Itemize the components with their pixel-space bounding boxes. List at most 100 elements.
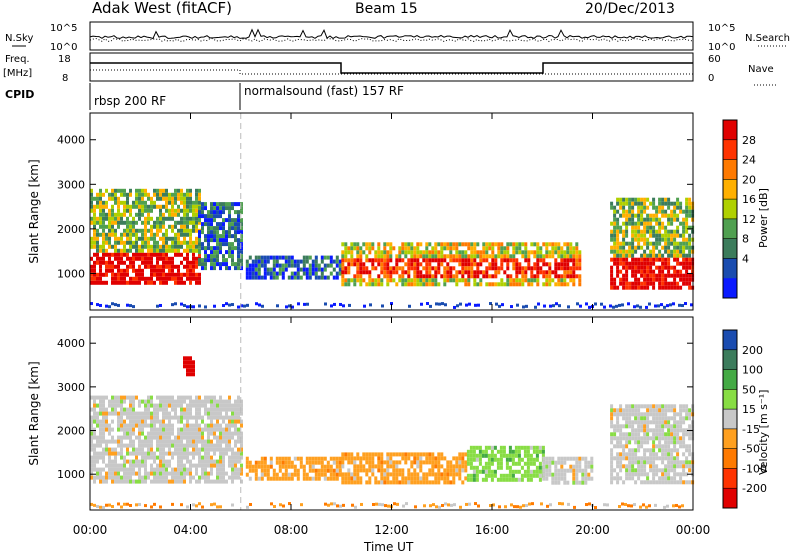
echo-cell (479, 254, 483, 259)
echo-cell (201, 258, 204, 263)
ground-scatter-cell (567, 502, 570, 506)
echo-cell (287, 460, 291, 465)
echo-cell (195, 395, 198, 400)
echo-cell (204, 222, 207, 227)
echo-cell (314, 259, 318, 264)
echo-cell (667, 472, 671, 477)
echo-cell (135, 276, 138, 281)
echo-cell (207, 399, 210, 404)
echo-cell (431, 278, 435, 283)
echo-cell (102, 244, 105, 249)
echo-cell (613, 456, 617, 461)
echo-cell (509, 274, 513, 279)
echo-cell (667, 245, 671, 250)
echo-cell (111, 196, 114, 201)
echo-cell (111, 439, 114, 444)
echo-cell (105, 252, 108, 257)
echo-cell (410, 254, 414, 259)
echo-cell (661, 416, 665, 421)
echo-cell (254, 476, 258, 481)
echo-cell (138, 463, 141, 468)
ground-scatter-cell (444, 303, 447, 307)
ground-scatter-cell (645, 505, 648, 509)
echo-cell (407, 278, 411, 283)
echo-cell (114, 192, 117, 197)
echo-cell (676, 412, 680, 417)
echo-cell (225, 242, 228, 247)
echo-cell (356, 468, 360, 473)
echo-cell (610, 416, 614, 421)
echo-cell (566, 254, 570, 259)
echo-cell (90, 256, 93, 261)
echo-cell (440, 464, 444, 469)
ground-scatter-cell (117, 303, 120, 307)
ground-scatter-cell (393, 502, 396, 506)
echo-cell (563, 266, 567, 271)
echo-cell (383, 476, 387, 481)
echo-cell (189, 204, 192, 209)
echo-cell (93, 407, 96, 412)
echo-cell (359, 278, 363, 283)
echo-cell (503, 270, 507, 275)
echo-cell (688, 412, 692, 417)
echo-cell (658, 221, 662, 226)
echo-cell (383, 254, 387, 259)
echo-cell (96, 192, 99, 197)
echo-cell (201, 419, 204, 424)
echo-cell (135, 196, 138, 201)
echo-cell (655, 213, 659, 218)
echo-cell (434, 254, 438, 259)
echo-cell (622, 241, 626, 246)
echo-cell (141, 232, 144, 237)
echo-cell (425, 242, 429, 247)
echo-cell (287, 255, 291, 260)
echo-cell (527, 282, 531, 287)
echo-cell (452, 480, 456, 485)
echo-cell (180, 463, 183, 468)
echo-cell (637, 225, 641, 230)
echo-cell (132, 240, 135, 245)
echo-cell (204, 250, 207, 255)
echo-cell (578, 266, 582, 271)
echo-cell (210, 407, 213, 412)
echo-cell (210, 250, 213, 255)
echo-cell (278, 263, 282, 268)
echo-cell (138, 451, 141, 456)
echo-cell (682, 257, 686, 262)
echo-cell (156, 419, 159, 424)
echo-cell (189, 272, 192, 277)
echo-cell (655, 241, 659, 246)
echo-cell (162, 447, 165, 452)
echo-cell (341, 452, 345, 457)
echo-cell (437, 468, 441, 473)
echo-cell (287, 275, 291, 280)
echo-cell (622, 456, 626, 461)
echo-cell (99, 467, 102, 472)
echo-cell (347, 258, 351, 263)
ground-scatter-cell (330, 304, 333, 308)
echo-cell (506, 242, 510, 247)
echo-cell (637, 233, 641, 238)
echo-cell (120, 192, 123, 197)
echo-cell (437, 452, 441, 457)
echo-cell (466, 449, 470, 454)
echo-cell (664, 285, 668, 290)
echo-cell (266, 464, 270, 469)
ground-scatter-cell (630, 504, 633, 508)
echo-cell (437, 250, 441, 255)
echo-cell (637, 412, 641, 417)
echo-cell (207, 242, 210, 247)
echo-cell (141, 208, 144, 213)
echo-cell (257, 255, 261, 260)
echo-cell (640, 233, 644, 238)
echo-cell (269, 271, 273, 276)
echo-cell (610, 237, 614, 242)
echo-cell (380, 278, 384, 283)
echo-cell (446, 464, 450, 469)
echo-cell (437, 270, 441, 275)
echo-cell (530, 250, 534, 255)
echo-cell (524, 242, 528, 247)
echo-cell (452, 464, 456, 469)
echo-cell (634, 221, 638, 226)
echo-cell (165, 399, 168, 404)
